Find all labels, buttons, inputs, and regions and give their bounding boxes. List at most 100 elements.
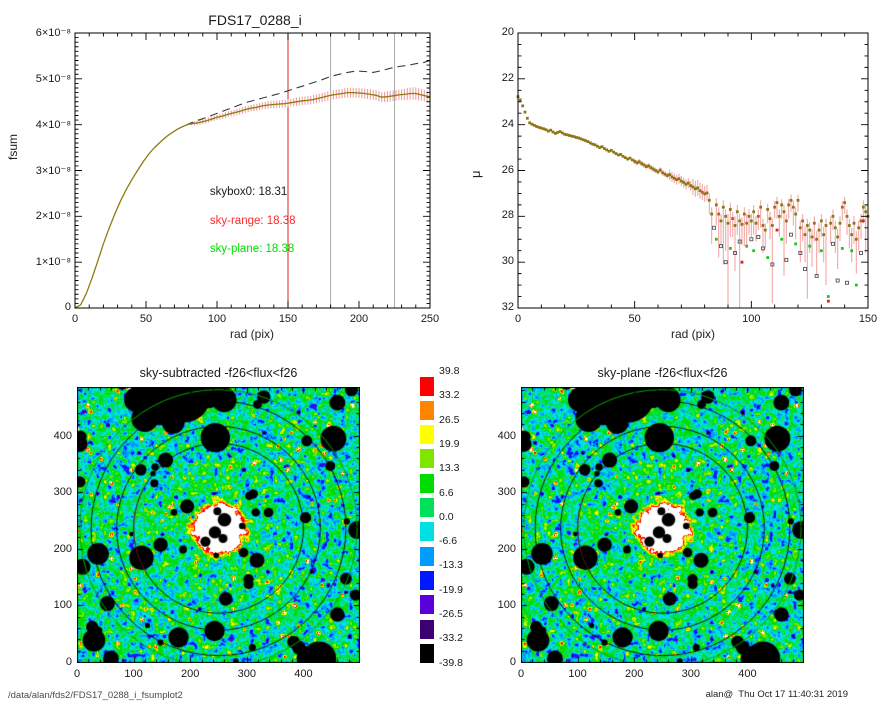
- mu-point: [819, 249, 823, 253]
- mu-y-tick-label: 32: [501, 301, 514, 313]
- mu-point: [717, 212, 721, 216]
- mu-x-tick-label: 50: [628, 313, 641, 325]
- mu-point: [612, 150, 616, 154]
- mu-point: [775, 228, 779, 232]
- mu-point: [789, 232, 793, 237]
- mu-point: [567, 134, 571, 137]
- fsum-y-tick-label: 1×10⁻⁸: [35, 256, 71, 269]
- mu-point: [721, 205, 725, 209]
- mu-point: [826, 295, 830, 298]
- mu-point: [672, 176, 676, 180]
- colorbar-swatch: [420, 449, 434, 469]
- mu-y-tick-label: 26: [501, 163, 514, 176]
- axis-ticks: [517, 32, 869, 309]
- map-x-tick-label: 100: [124, 668, 143, 680]
- colorbar-label: -33.2: [439, 632, 463, 645]
- mu-point: [684, 182, 688, 186]
- mu-point: [626, 157, 630, 161]
- mu-y-tick-label: 28: [501, 209, 514, 222]
- mu-point: [808, 244, 812, 248]
- mu-point: [838, 221, 842, 225]
- mu-point: [710, 212, 714, 216]
- map-y-tick-label: 300: [53, 486, 72, 499]
- mu-point: [789, 198, 793, 202]
- mu-point: [563, 132, 567, 136]
- mu-point: [537, 126, 541, 129]
- mu-point: [726, 221, 730, 225]
- mu-point: [847, 224, 851, 227]
- mu-point: [756, 235, 761, 239]
- mu-point: [763, 228, 767, 232]
- mu-point: [805, 224, 809, 227]
- mu-point: [817, 228, 821, 232]
- plot-frame: [74, 32, 431, 309]
- mu-point: [745, 221, 749, 225]
- mu-point: [859, 251, 863, 255]
- colorbar-swatch: [420, 570, 434, 590]
- fsum-y-tick-label: 0: [64, 301, 71, 313]
- mu-point: [558, 130, 562, 133]
- mu-point: [733, 224, 737, 227]
- mu-point: [581, 138, 585, 142]
- mu-point: [682, 181, 686, 184]
- mu-point: [656, 170, 660, 174]
- mu-point: [619, 153, 623, 156]
- mu-point: [663, 172, 667, 176]
- mu-point: [591, 142, 595, 146]
- mu-point: [803, 267, 807, 271]
- mu-point: [602, 147, 606, 150]
- mu-point: [542, 127, 546, 131]
- mu-point: [532, 123, 536, 127]
- fsum-y-tick-label: 2×10⁻⁸: [35, 210, 71, 223]
- mu-point: [791, 205, 795, 209]
- mu-point: [654, 169, 658, 172]
- mu-point: [766, 256, 770, 259]
- mu-point: [705, 191, 709, 195]
- mu-point: [850, 233, 854, 237]
- mu-point: [600, 145, 604, 149]
- mu-point: [572, 135, 576, 138]
- mu-point: [546, 129, 550, 133]
- fsum-y-tick-label: 5×10⁻⁸: [35, 72, 71, 85]
- mu-point: [787, 203, 791, 207]
- mu-point: [607, 149, 611, 153]
- mu-point: [623, 156, 627, 160]
- mu-point: [637, 160, 641, 164]
- mu-point: [740, 222, 744, 226]
- map-x-tick-label: 400: [738, 668, 757, 680]
- footer-user-timestamp: alan@ Thu Oct 17 11:40:31 2019: [705, 689, 848, 700]
- mu-point: [831, 214, 835, 218]
- mu-point: [854, 237, 858, 241]
- colorbar-label: -13.3: [439, 559, 463, 572]
- map-y-tick-label: 400: [497, 429, 516, 442]
- mu-point: [698, 189, 702, 193]
- mu-point: [782, 210, 786, 214]
- fsum-y-tick-label: 6×10⁻⁸: [35, 27, 71, 39]
- mu-point: [812, 221, 816, 225]
- fsum-x-tick-label: 50: [139, 313, 153, 325]
- mu-point: [642, 163, 646, 167]
- mu-point: [570, 134, 574, 138]
- mu-point: [737, 239, 742, 244]
- mu-point: [605, 148, 609, 152]
- mu-point: [826, 299, 830, 303]
- mu-point: [810, 235, 814, 239]
- mu-point: [835, 278, 840, 283]
- fsum-dashed-curve: [185, 59, 431, 126]
- axis-ticks: [74, 32, 431, 309]
- mu-point: [840, 205, 844, 209]
- fsum-x-axis-label: rad (pix): [229, 327, 274, 341]
- mu-point: [518, 98, 522, 102]
- map-x-tick-label: 300: [237, 668, 256, 680]
- colorbar-label: 19.9: [439, 437, 460, 450]
- colorbar-swatch: [420, 546, 434, 566]
- mu-point: [829, 221, 833, 225]
- mu-point: [574, 136, 578, 139]
- mu-point: [819, 219, 823, 223]
- mu-point: [644, 165, 648, 169]
- mu-point: [733, 251, 737, 255]
- colorbar-label: -39.8: [439, 656, 463, 669]
- mu-point: [845, 280, 849, 285]
- mu-point: [752, 210, 756, 214]
- footer-file-path: /data/alan/fds2/FDS17_0288_i_fsumplot2: [8, 690, 183, 701]
